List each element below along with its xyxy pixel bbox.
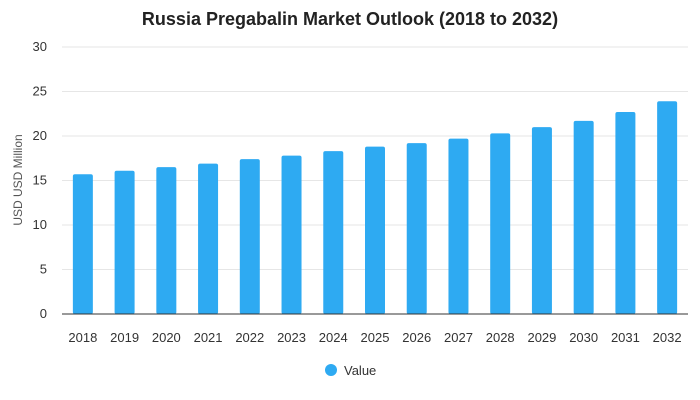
x-tick-label: 2022 [235, 330, 264, 345]
bar-2022[interactable] [239, 159, 260, 314]
y-axis-title: USD USD Million [11, 134, 25, 225]
x-tick-label: 2018 [68, 330, 97, 345]
bar-2024[interactable] [323, 151, 344, 314]
x-tick-label: 2020 [152, 330, 181, 345]
bar-2030[interactable] [573, 120, 594, 315]
bar-2020[interactable] [156, 167, 177, 314]
y-tick-label: 30 [33, 39, 47, 54]
x-tick-label: 2021 [194, 330, 223, 345]
y-tick-label: 20 [33, 128, 47, 143]
bar-2032[interactable] [657, 101, 678, 314]
bars [72, 101, 678, 315]
x-tick-label: 2032 [653, 330, 682, 345]
bar-2028[interactable] [490, 133, 511, 314]
bar-2026[interactable] [406, 143, 427, 314]
bar-2025[interactable] [365, 146, 385, 314]
x-tick-label: 2027 [444, 330, 473, 345]
legend-label-value: Value [344, 363, 376, 378]
legend-swatch-value [325, 364, 337, 376]
x-tick-label: 2030 [569, 330, 598, 345]
bar-2031[interactable] [615, 111, 636, 314]
x-tick-label: 2026 [402, 330, 431, 345]
y-tick-label: 10 [33, 217, 47, 232]
y-tick-label: 25 [33, 84, 47, 99]
x-tick-label: 2028 [486, 330, 515, 345]
x-tick-label: 2023 [277, 330, 306, 345]
x-tick-label: 2031 [611, 330, 640, 345]
bar-2019[interactable] [114, 170, 135, 314]
x-tick-label: 2019 [110, 330, 139, 345]
y-tick-label: 15 [33, 173, 47, 188]
y-axis-ticks: 0 5 10 15 20 25 30 [33, 39, 47, 321]
bar-2027[interactable] [448, 138, 469, 314]
legend[interactable]: Value [325, 363, 376, 378]
bar-2023[interactable] [281, 155, 302, 314]
bar-2018[interactable] [72, 174, 93, 314]
y-tick-label: 5 [40, 262, 47, 277]
bar-2029[interactable] [531, 127, 552, 314]
x-tick-label: 2025 [361, 330, 390, 345]
y-tick-label: 0 [40, 306, 47, 321]
chart-title: Russia Pregabalin Market Outlook (2018 t… [142, 9, 558, 29]
x-axis-ticks: 2018 2019 2020 2021 2022 2023 2024 2025 2026 2027… [68, 330, 681, 345]
x-tick-label: 2024 [319, 330, 348, 345]
x-tick-label: 2029 [527, 330, 556, 345]
bar-2021[interactable] [198, 163, 219, 314]
